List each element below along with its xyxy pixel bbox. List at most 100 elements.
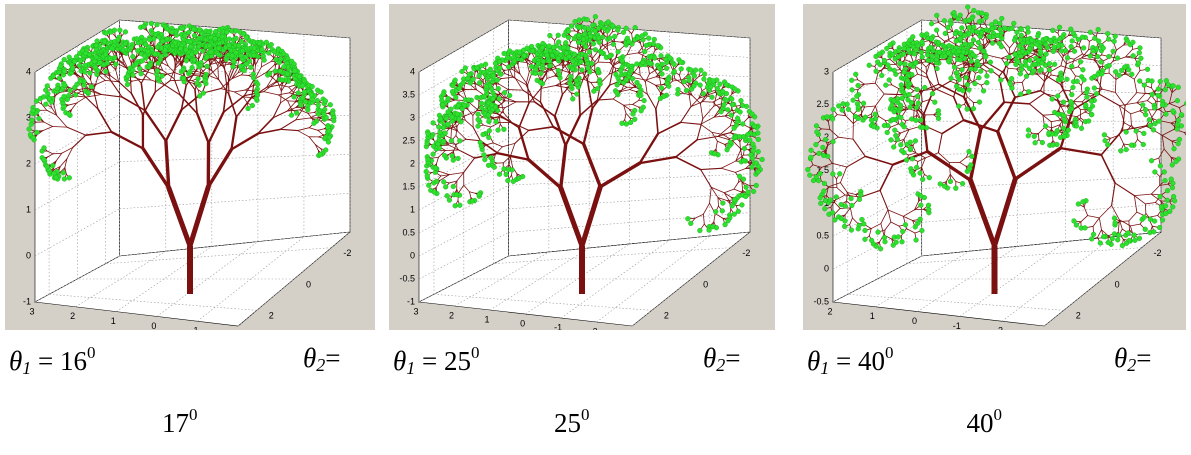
leaf bbox=[682, 79, 687, 84]
leaf bbox=[751, 189, 756, 194]
leaf bbox=[729, 97, 734, 102]
leaf bbox=[547, 59, 552, 64]
leaf bbox=[170, 30, 175, 35]
leaf bbox=[732, 212, 737, 217]
leaf bbox=[593, 47, 598, 52]
leaf bbox=[192, 33, 197, 38]
leaf bbox=[165, 37, 170, 42]
leaf bbox=[55, 86, 60, 91]
leaf bbox=[571, 59, 576, 64]
branch bbox=[703, 102, 713, 103]
leaf bbox=[708, 84, 713, 89]
leaf bbox=[744, 185, 749, 190]
leaf bbox=[466, 98, 471, 103]
leaf bbox=[183, 33, 188, 38]
branch bbox=[718, 198, 719, 207]
leaf bbox=[50, 163, 55, 168]
x-tick-label: -1 bbox=[554, 322, 562, 330]
leaf bbox=[449, 107, 454, 112]
leaf bbox=[104, 69, 109, 74]
z-tick-label: 2.5 bbox=[402, 135, 415, 145]
leaf bbox=[687, 78, 692, 83]
leaf bbox=[551, 45, 556, 50]
leaf bbox=[130, 73, 135, 78]
leaf bbox=[725, 107, 730, 112]
leaf bbox=[519, 57, 524, 62]
leaf bbox=[125, 82, 130, 87]
z-tick-label: 4 bbox=[26, 66, 31, 76]
leaf bbox=[739, 98, 744, 103]
index: 2 bbox=[316, 355, 325, 375]
leaf bbox=[477, 74, 482, 79]
leaf bbox=[612, 34, 617, 39]
leaf bbox=[456, 156, 461, 161]
leaf bbox=[105, 61, 110, 66]
leaf bbox=[504, 172, 509, 177]
z-tick-label: 0.5 bbox=[402, 227, 415, 237]
leaf bbox=[440, 102, 445, 107]
leaf bbox=[576, 40, 581, 45]
leaf bbox=[575, 82, 580, 87]
y-tick-label: -2 bbox=[742, 248, 750, 258]
leaf bbox=[31, 108, 36, 113]
x-tick-label: -1 bbox=[953, 321, 961, 330]
leaf bbox=[482, 94, 487, 99]
x-tick-label: 3 bbox=[413, 306, 418, 316]
leaf bbox=[319, 90, 324, 95]
leaf bbox=[29, 118, 34, 123]
leaf bbox=[655, 43, 660, 48]
leaf bbox=[482, 152, 487, 157]
leaf bbox=[517, 176, 522, 181]
leaf bbox=[479, 105, 484, 110]
leaf bbox=[130, 54, 135, 59]
branch bbox=[822, 129, 830, 130]
leaf bbox=[209, 50, 214, 55]
leaf bbox=[438, 130, 443, 135]
leaf bbox=[180, 26, 185, 31]
leaf bbox=[70, 66, 75, 71]
leaf bbox=[130, 68, 135, 73]
leaf bbox=[506, 167, 511, 172]
leaf bbox=[160, 39, 165, 44]
leaf bbox=[692, 73, 697, 78]
leaf bbox=[246, 106, 251, 111]
leaf bbox=[760, 157, 765, 162]
index: 1 bbox=[22, 358, 31, 378]
leaf bbox=[461, 80, 466, 85]
leaf bbox=[512, 59, 517, 64]
leaf bbox=[451, 158, 456, 163]
leaf bbox=[262, 58, 267, 63]
leaf bbox=[42, 145, 47, 150]
z-tick-label: 3 bbox=[824, 66, 829, 76]
leaf bbox=[442, 153, 447, 158]
leaf bbox=[616, 75, 621, 80]
y-tick-label: 2 bbox=[269, 311, 274, 321]
leaf bbox=[143, 42, 148, 47]
leaf bbox=[198, 63, 203, 68]
leaf bbox=[441, 92, 446, 97]
leaf bbox=[497, 96, 502, 101]
symbol: θ bbox=[9, 346, 22, 376]
leaf bbox=[756, 149, 761, 154]
leaf bbox=[310, 84, 315, 89]
z-tick-label: 1 bbox=[410, 204, 415, 214]
leaf bbox=[522, 53, 527, 58]
leaf bbox=[463, 66, 468, 71]
leaf bbox=[462, 103, 467, 108]
leaf bbox=[664, 66, 669, 71]
leaf bbox=[491, 74, 496, 79]
leaf bbox=[741, 177, 746, 182]
leaf bbox=[148, 37, 153, 42]
z-tick-label: 0 bbox=[824, 264, 829, 274]
leaf bbox=[426, 183, 431, 188]
leaf bbox=[328, 102, 333, 107]
leaf bbox=[78, 79, 83, 84]
leaf bbox=[591, 41, 596, 46]
leaf bbox=[141, 24, 146, 29]
leaf bbox=[441, 179, 446, 184]
leaf bbox=[57, 76, 62, 81]
leaf bbox=[742, 146, 747, 151]
leaf bbox=[445, 193, 450, 198]
leaf bbox=[303, 99, 308, 104]
z-tick-label: 2 bbox=[26, 158, 31, 168]
